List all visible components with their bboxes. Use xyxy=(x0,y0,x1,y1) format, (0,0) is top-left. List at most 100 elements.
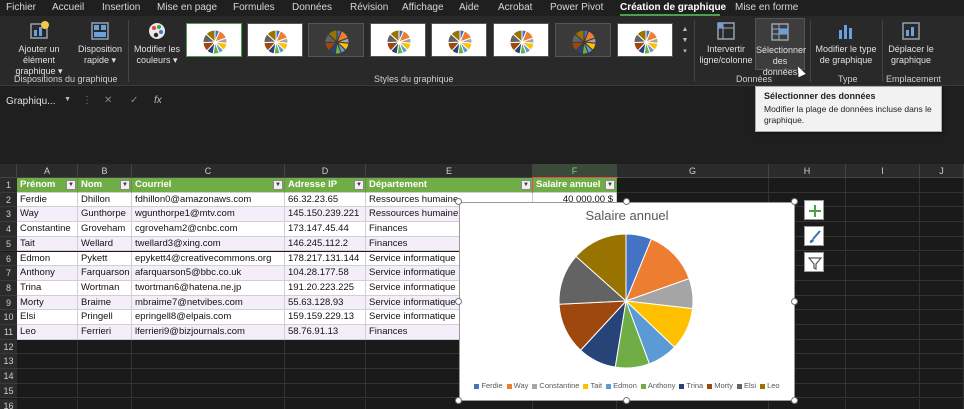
pie-chart[interactable]: Salaire annuel Ferdie Way Constantine Tait E… xyxy=(459,202,795,401)
empty-cell[interactable] xyxy=(920,339,964,355)
tab-7[interactable]: Affichage xyxy=(402,2,444,13)
resize-handle[interactable] xyxy=(455,297,462,305)
move-chart-button[interactable]: Déplacer le graphique xyxy=(886,20,936,66)
row-header-2[interactable]: 2 xyxy=(0,192,17,208)
empty-cell[interactable] xyxy=(920,266,964,281)
empty-cell[interactable] xyxy=(920,236,964,252)
empty-cell[interactable] xyxy=(920,251,964,267)
tab-11[interactable]: Création de graphique xyxy=(620,2,727,13)
resize-handle[interactable] xyxy=(791,297,798,305)
empty-cell[interactable] xyxy=(846,354,920,370)
empty-cell[interactable] xyxy=(533,398,617,409)
filter-dropdown-icon[interactable]: ▼ xyxy=(66,180,76,190)
empty-cell[interactable] xyxy=(846,178,920,193)
table-cell[interactable]: Wortman xyxy=(78,280,132,296)
empty-cell[interactable] xyxy=(617,178,769,193)
empty-cell[interactable] xyxy=(17,398,78,409)
select-all-corner[interactable] xyxy=(0,164,17,178)
empty-cell[interactable] xyxy=(285,383,366,399)
table-cell[interactable]: 146.245.112.2 xyxy=(285,236,366,252)
table-cell[interactable]: Gunthorpe xyxy=(78,207,132,223)
table-header-cell[interactable]: Prénom ▼ xyxy=(17,178,78,193)
pie-slice-9[interactable] xyxy=(575,233,627,303)
row-header-12[interactable]: 12 xyxy=(0,339,17,355)
column-header-c[interactable]: C xyxy=(132,164,285,178)
legend-entry[interactable]: Anthony xyxy=(640,381,675,390)
row-header-9[interactable]: 9 xyxy=(0,295,17,311)
change-colors-button[interactable]: Modifier les couleurs ▾ xyxy=(132,20,182,66)
empty-cell[interactable] xyxy=(846,266,920,281)
resize-handle[interactable] xyxy=(791,397,798,404)
empty-cell[interactable] xyxy=(17,339,78,355)
tab-6[interactable]: Révision xyxy=(350,2,389,13)
enter-icon[interactable]: ✓ xyxy=(130,95,139,106)
legend-entry[interactable]: Edmon xyxy=(606,381,637,390)
tab-3[interactable]: Mise en page xyxy=(157,2,218,13)
empty-cell[interactable] xyxy=(78,383,132,399)
chart-elements-button[interactable] xyxy=(804,200,824,220)
empty-cell[interactable] xyxy=(78,398,132,409)
table-cell[interactable]: Leo xyxy=(17,325,78,340)
empty-cell[interactable] xyxy=(285,369,366,384)
table-header-cell[interactable]: Courriel ▼ xyxy=(132,178,285,193)
tab-9[interactable]: Acrobat xyxy=(498,2,533,13)
empty-cell[interactable] xyxy=(846,398,920,409)
table-cell[interactable]: Way xyxy=(17,207,78,223)
empty-cell[interactable] xyxy=(846,236,920,252)
empty-cell[interactable] xyxy=(846,251,920,267)
empty-cell[interactable] xyxy=(846,310,920,325)
empty-cell[interactable] xyxy=(920,178,964,193)
empty-cell[interactable] xyxy=(920,398,964,409)
column-header-j[interactable]: J xyxy=(920,164,964,178)
tab-0[interactable]: Fichier xyxy=(6,2,37,13)
add-chart-element-button[interactable]: Ajouter un élément graphique ▾ xyxy=(2,20,76,77)
column-header-i[interactable]: I xyxy=(846,164,920,178)
table-cell[interactable]: Ferrieri xyxy=(78,325,132,340)
empty-cell[interactable] xyxy=(920,207,964,223)
table-cell[interactable]: lferrieri9@bizjournals.com xyxy=(132,325,285,340)
empty-cell[interactable] xyxy=(920,310,964,325)
table-header-cell[interactable]: Adresse IP ▼ xyxy=(285,178,366,193)
table-cell[interactable]: fdhillon0@amazonaws.com xyxy=(132,192,285,208)
row-header-16[interactable]: 16 xyxy=(0,398,17,409)
more-styles-icon[interactable]: ▾ xyxy=(683,48,687,55)
table-cell[interactable]: Elsi xyxy=(17,310,78,325)
table-cell[interactable]: afarquarson5@bbc.co.uk xyxy=(132,266,285,281)
tab-5[interactable]: Données xyxy=(292,2,333,13)
table-cell[interactable]: 55.63.128.93 xyxy=(285,295,366,311)
row-header-7[interactable]: 7 xyxy=(0,266,17,281)
empty-cell[interactable] xyxy=(920,295,964,311)
empty-cell[interactable] xyxy=(17,369,78,384)
legend-entry[interactable]: Constantine xyxy=(532,381,579,390)
chart-style-thumbnail[interactable] xyxy=(247,23,303,57)
table-header-cell[interactable]: Salaire annuel ▼ xyxy=(532,177,618,194)
filter-dropdown-icon[interactable]: ▼ xyxy=(120,180,130,190)
table-cell[interactable]: twortman6@hatena.ne.jp xyxy=(132,280,285,296)
filter-dropdown-icon[interactable]: ▼ xyxy=(605,180,615,190)
scroll-up-icon[interactable]: ▲ xyxy=(681,26,689,33)
table-header-cell[interactable]: Nom ▼ xyxy=(78,178,132,193)
chevron-down-icon[interactable]: ▼ xyxy=(64,96,71,103)
table-cell[interactable]: Pringell xyxy=(78,310,132,325)
empty-cell[interactable] xyxy=(78,369,132,384)
empty-cell[interactable] xyxy=(132,354,285,370)
column-header-h[interactable]: H xyxy=(769,164,846,178)
legend-entry[interactable]: Tait xyxy=(583,381,602,390)
table-cell[interactable]: 145.150.239.221 xyxy=(285,207,366,223)
scroll-down-icon[interactable]: ▼ xyxy=(681,37,689,44)
styles-scroll[interactable]: ▲ ▼ ▾ xyxy=(680,24,690,58)
row-header-15[interactable]: 15 xyxy=(0,383,17,399)
chart-filters-button[interactable] xyxy=(804,252,824,272)
column-header-d[interactable]: D xyxy=(285,164,366,178)
table-cell[interactable]: 173.147.45.44 xyxy=(285,222,366,237)
row-header-5[interactable]: 5 xyxy=(0,236,17,252)
empty-cell[interactable] xyxy=(769,398,846,409)
table-cell[interactable]: Ferdie xyxy=(17,192,78,208)
empty-cell[interactable] xyxy=(846,369,920,384)
cancel-icon[interactable]: ✕ xyxy=(104,95,113,106)
empty-cell[interactable] xyxy=(132,383,285,399)
table-cell[interactable]: Braime xyxy=(78,295,132,311)
table-cell[interactable]: 66.32.23.65 xyxy=(285,192,366,208)
table-cell[interactable]: Farquarson xyxy=(78,266,132,281)
chart-style-thumbnail[interactable] xyxy=(617,23,673,57)
